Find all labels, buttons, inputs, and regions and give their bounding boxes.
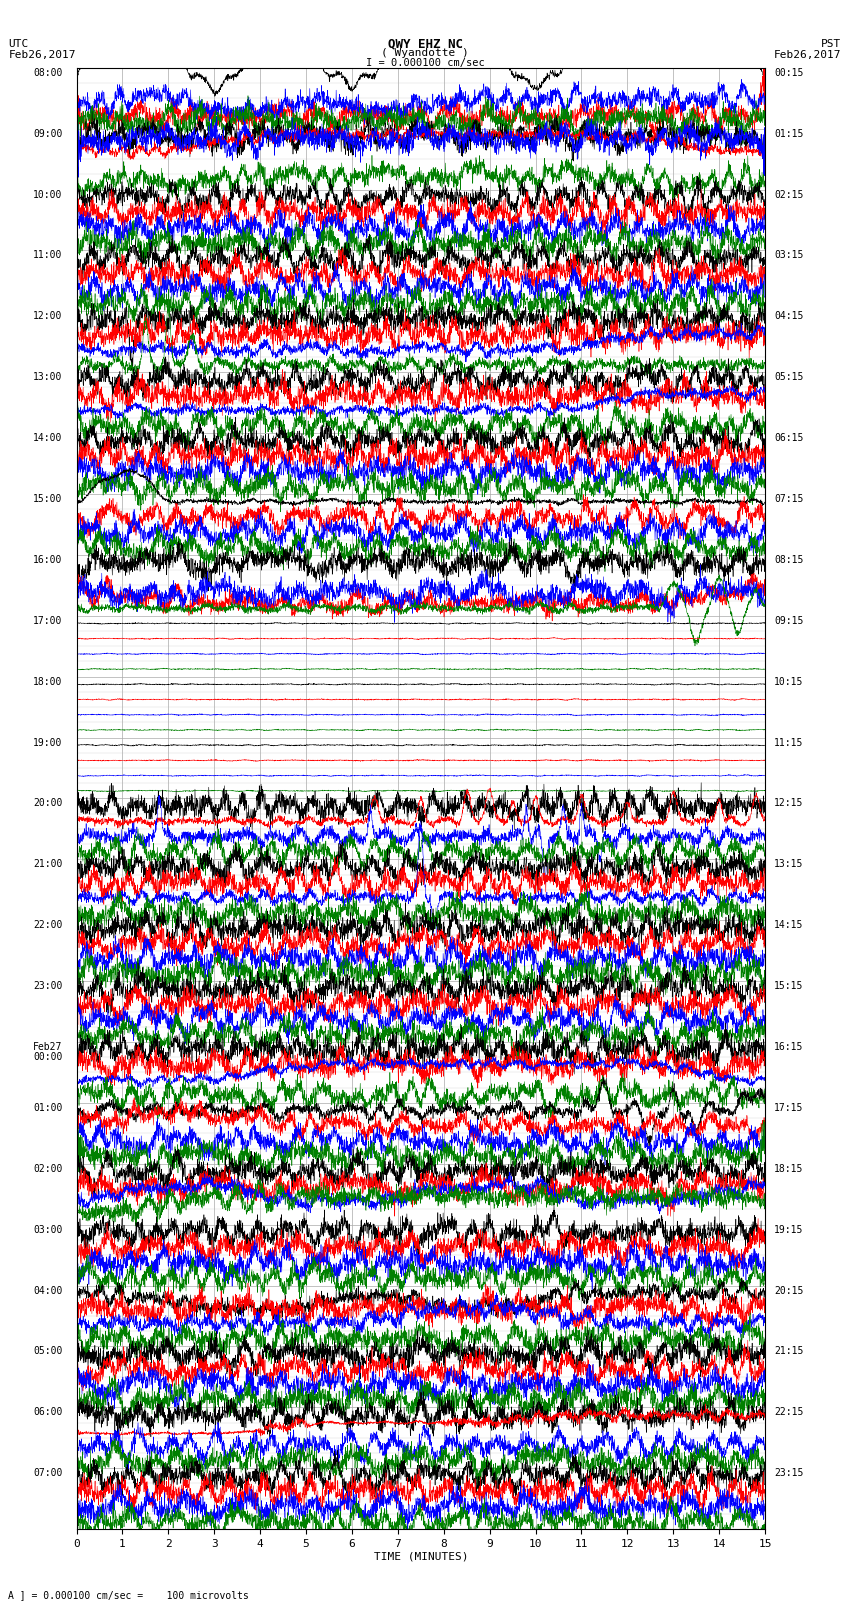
Text: ( Wyandotte ): ( Wyandotte ) — [381, 48, 469, 58]
Text: 05:00: 05:00 — [33, 1347, 63, 1357]
Text: 19:15: 19:15 — [774, 1224, 803, 1234]
Text: 18:00: 18:00 — [33, 677, 63, 687]
Text: 10:00: 10:00 — [33, 190, 63, 200]
Text: 11:15: 11:15 — [774, 737, 803, 747]
Text: A ] = 0.000100 cm/sec =    100 microvolts: A ] = 0.000100 cm/sec = 100 microvolts — [8, 1590, 249, 1600]
Text: 09:15: 09:15 — [774, 616, 803, 626]
Text: 03:00: 03:00 — [33, 1224, 63, 1234]
Text: 04:15: 04:15 — [774, 311, 803, 321]
Text: 16:00: 16:00 — [33, 555, 63, 565]
Text: 05:15: 05:15 — [774, 373, 803, 382]
Text: UTC: UTC — [8, 39, 29, 48]
Text: 17:15: 17:15 — [774, 1103, 803, 1113]
Text: 02:15: 02:15 — [774, 190, 803, 200]
Text: 21:00: 21:00 — [33, 860, 63, 869]
X-axis label: TIME (MINUTES): TIME (MINUTES) — [373, 1552, 468, 1561]
Text: 09:00: 09:00 — [33, 129, 63, 139]
Text: 13:00: 13:00 — [33, 373, 63, 382]
Text: 21:15: 21:15 — [774, 1347, 803, 1357]
Text: 22:00: 22:00 — [33, 919, 63, 931]
Text: QWY EHZ NC: QWY EHZ NC — [388, 37, 462, 50]
Text: 20:15: 20:15 — [774, 1286, 803, 1295]
Text: 19:00: 19:00 — [33, 737, 63, 747]
Text: 20:00: 20:00 — [33, 798, 63, 808]
Text: 08:15: 08:15 — [774, 555, 803, 565]
Text: 16:15: 16:15 — [774, 1042, 803, 1052]
Text: 01:15: 01:15 — [774, 129, 803, 139]
Text: 14:15: 14:15 — [774, 919, 803, 931]
Text: PST: PST — [821, 39, 842, 48]
Text: 02:00: 02:00 — [33, 1165, 63, 1174]
Text: Feb26,2017: Feb26,2017 — [8, 50, 76, 60]
Text: 07:15: 07:15 — [774, 494, 803, 503]
Text: 08:00: 08:00 — [33, 68, 63, 77]
Text: 22:15: 22:15 — [774, 1407, 803, 1418]
Text: 10:15: 10:15 — [774, 677, 803, 687]
Text: 00:15: 00:15 — [774, 68, 803, 77]
Text: 13:15: 13:15 — [774, 860, 803, 869]
Text: I = 0.000100 cm/sec: I = 0.000100 cm/sec — [366, 58, 484, 68]
Text: 12:00: 12:00 — [33, 311, 63, 321]
Text: 23:15: 23:15 — [774, 1468, 803, 1478]
Text: 01:00: 01:00 — [33, 1103, 63, 1113]
Text: 11:00: 11:00 — [33, 250, 63, 260]
Text: 17:00: 17:00 — [33, 616, 63, 626]
Text: 12:15: 12:15 — [774, 798, 803, 808]
Text: Feb26,2017: Feb26,2017 — [774, 50, 842, 60]
Text: 18:15: 18:15 — [774, 1165, 803, 1174]
Text: 03:15: 03:15 — [774, 250, 803, 260]
Text: 06:15: 06:15 — [774, 434, 803, 444]
Text: 06:00: 06:00 — [33, 1407, 63, 1418]
Text: 14:00: 14:00 — [33, 434, 63, 444]
Text: Feb27
00:00: Feb27 00:00 — [33, 1042, 63, 1061]
Text: 23:00: 23:00 — [33, 981, 63, 990]
Text: 04:00: 04:00 — [33, 1286, 63, 1295]
Text: 07:00: 07:00 — [33, 1468, 63, 1478]
Text: 15:00: 15:00 — [33, 494, 63, 503]
Text: 15:15: 15:15 — [774, 981, 803, 990]
